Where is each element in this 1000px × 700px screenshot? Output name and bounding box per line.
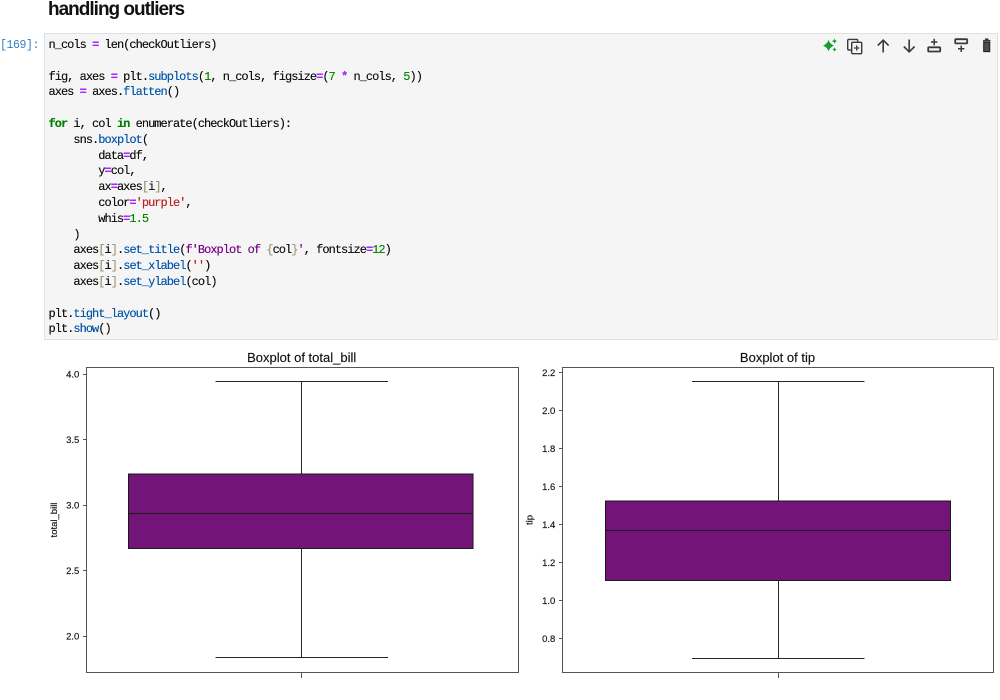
svg-text:4.0: 4.0 [66,370,79,381]
svg-text:total_bill: total_bill [49,503,60,538]
svg-text:2.0: 2.0 [66,632,79,643]
svg-text:2.0: 2.0 [542,406,555,417]
svg-text:3.0: 3.0 [66,501,79,512]
svg-text:2.5: 2.5 [66,566,79,577]
svg-text:Boxplot of tip: Boxplot of tip [740,350,815,365]
svg-text:0.8: 0.8 [542,634,555,645]
svg-text:1.2: 1.2 [542,558,555,569]
svg-text:1.4: 1.4 [542,520,555,531]
svg-text:Boxplot of total_bill: Boxplot of total_bill [247,350,356,365]
svg-text:1.6: 1.6 [542,482,555,493]
svg-text:3.5: 3.5 [66,435,79,446]
svg-text:2.2: 2.2 [542,368,555,379]
svg-text:tip: tip [525,515,536,525]
svg-text:1.8: 1.8 [542,444,555,455]
svg-text:1.0: 1.0 [542,596,555,607]
